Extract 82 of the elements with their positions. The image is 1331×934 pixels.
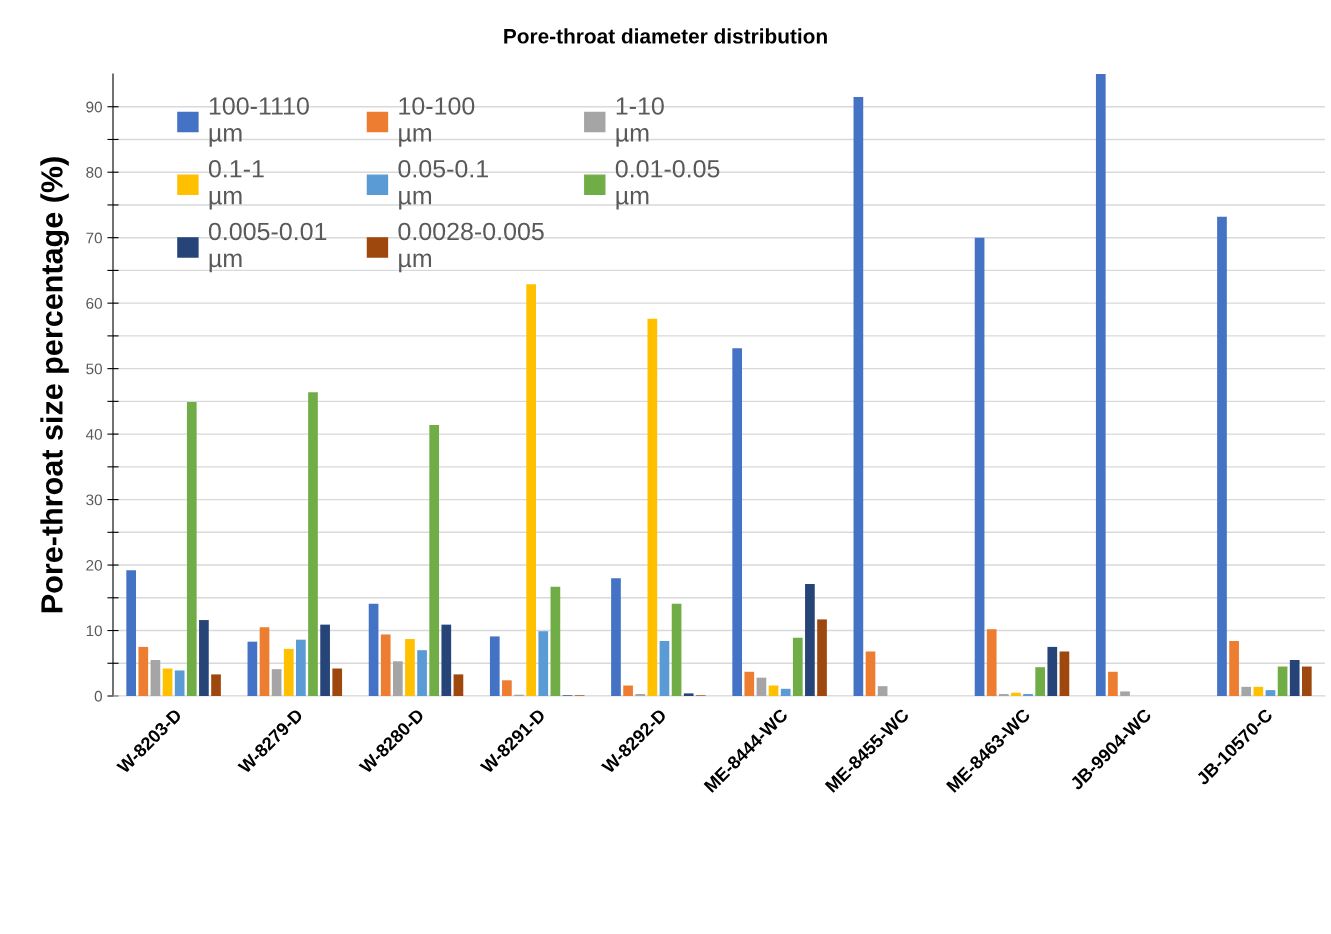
bar: [271, 669, 282, 696]
bar: [199, 620, 209, 696]
bar: [538, 631, 549, 696]
bar: [1265, 690, 1276, 696]
bar: [526, 284, 536, 696]
bar: [732, 348, 743, 696]
y-tick-label: 90: [86, 101, 102, 113]
bar: [1011, 692, 1021, 696]
bar: [186, 402, 197, 696]
bar: [1229, 641, 1239, 696]
legend-label: 0.01-0.05 µm: [615, 159, 720, 210]
legend-label: 100-1110 µm: [209, 97, 309, 147]
bar: [405, 639, 415, 696]
bar: [974, 237, 985, 696]
bar: [1301, 666, 1312, 696]
bar: [259, 627, 270, 696]
bar: [550, 586, 561, 696]
bar: [1253, 686, 1264, 696]
bar: [247, 641, 258, 696]
bar: [805, 584, 815, 696]
y-tick-label: 0: [94, 690, 102, 702]
y-tick-label: 50: [86, 363, 102, 375]
legend-label: 1-10 µm: [616, 97, 664, 147]
bar: [308, 392, 318, 696]
bar: [392, 661, 403, 696]
bar: [1241, 686, 1252, 696]
bar: [853, 96, 864, 696]
bar: [138, 646, 149, 696]
y-tick-label: 70: [86, 232, 102, 244]
bar: [792, 637, 803, 696]
bar: [865, 651, 876, 696]
bar: [429, 424, 440, 696]
bar: [368, 603, 379, 696]
bar: [453, 674, 464, 696]
bar: [150, 659, 161, 696]
bar: [211, 674, 221, 696]
bar: [126, 570, 137, 696]
bar: [817, 619, 827, 696]
bar: [1277, 666, 1288, 696]
bar: [1095, 74, 1106, 696]
legend-label: 0.1-1 µm: [208, 159, 264, 210]
y-tick-label: 30: [86, 494, 102, 506]
bar: [683, 693, 694, 696]
bar: [1217, 216, 1227, 696]
bar: [986, 629, 997, 696]
y-tick-label: 10: [86, 625, 102, 637]
legend-label: 0.05-0.1 µm: [398, 159, 488, 210]
bar: [744, 671, 755, 696]
bar: [1059, 651, 1070, 696]
bar: [1035, 667, 1046, 696]
bar: [296, 639, 306, 696]
bar: [1120, 691, 1130, 696]
bar: [332, 668, 343, 696]
bar: [283, 648, 294, 696]
legend-label: 0.0028-0.005 µm: [398, 222, 544, 273]
y-tick-label: 40: [85, 428, 102, 440]
bar: [380, 634, 391, 696]
y-tick-label: 60: [86, 298, 102, 309]
bar: [877, 686, 888, 696]
bar: [623, 685, 633, 696]
bar: [174, 670, 185, 696]
bar: [659, 641, 670, 696]
bar: [647, 318, 658, 696]
bar: [756, 677, 767, 696]
y-axis-title: Pore-throat size percentage (%): [40, 157, 69, 613]
bar: [611, 578, 621, 696]
bar: [417, 650, 427, 696]
y-tick-label: 80: [86, 167, 102, 178]
bar: [320, 624, 330, 696]
legend-label: 0.005-0.01 µm: [208, 222, 327, 273]
bar: [1108, 671, 1118, 696]
bar: [489, 636, 500, 696]
bar: [1289, 659, 1300, 696]
y-tick-label: 20: [86, 559, 102, 571]
chart-title: Pore-throat diameter distribution: [504, 28, 827, 44]
bar: [671, 603, 682, 696]
bar: [502, 680, 512, 696]
bar: [441, 624, 452, 696]
bar: [1047, 646, 1058, 696]
bar: [162, 668, 173, 696]
legend-label: 10-100 µm: [399, 97, 475, 147]
bar: [780, 688, 791, 696]
